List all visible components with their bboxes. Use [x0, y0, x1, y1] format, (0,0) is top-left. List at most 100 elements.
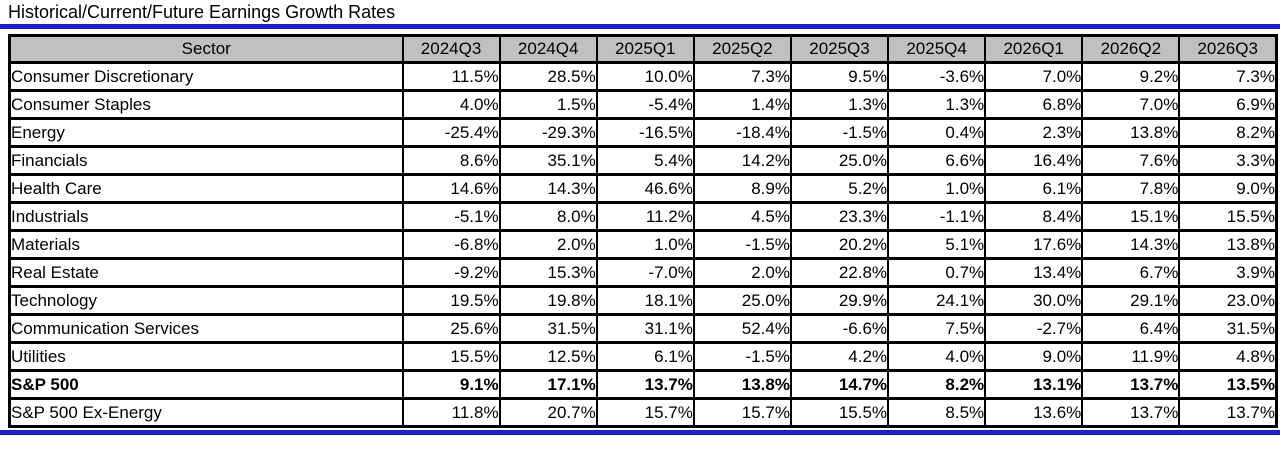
value-cell: 13.5%: [1178, 369, 1278, 400]
sector-cell: Health Care: [8, 173, 404, 204]
value-cell: 15.7%: [595, 397, 695, 428]
value-cell: 1.3%: [789, 89, 890, 120]
sector-cell: Real Estate: [8, 257, 404, 288]
table-row: Communication Services 25.6% 31.5% 31.1% 52.…: [8, 313, 1278, 344]
value-cell: 35.1%: [498, 145, 598, 176]
table-row: Financials 8.6% 35.1% 5.4% 14.2% 25.0% 6.6% 16.…: [8, 145, 1278, 176]
value-cell: -2.7%: [984, 313, 1084, 344]
sector-cell: S&P 500: [8, 369, 404, 400]
table-header: Sector 2024Q3 2024Q4 2025Q1 2025Q2 2025Q3 2025…: [8, 34, 1278, 64]
value-cell: 30.0%: [984, 285, 1084, 316]
column-header-2026q3: 2026Q3: [1178, 34, 1278, 64]
sector-cell: Consumer Staples: [8, 89, 404, 120]
value-cell: 24.1%: [887, 285, 987, 316]
value-cell: -16.5%: [595, 117, 695, 148]
sector-cell: Industrials: [8, 201, 404, 232]
value-cell: -3.6%: [887, 61, 987, 92]
value-cell: 9.1%: [401, 369, 501, 400]
value-cell: 13.7%: [1178, 397, 1278, 428]
table-row: Industrials -5.1% 8.0% 11.2% 4.5% 23.3% -1.1% 8…: [8, 201, 1278, 232]
value-cell: 15.5%: [1178, 201, 1278, 232]
value-cell: -9.2%: [401, 257, 501, 288]
table-row: Consumer Discretionary 11.5% 28.5% 10.0% 7.3…: [8, 61, 1278, 92]
value-cell: 16.4%: [984, 145, 1084, 176]
value-cell: 8.9%: [692, 173, 792, 204]
value-cell: -5.4%: [595, 89, 695, 120]
value-cell: 20.2%: [789, 229, 890, 260]
value-cell: 15.1%: [1081, 201, 1181, 232]
value-cell: 0.4%: [887, 117, 987, 148]
value-cell: 14.2%: [692, 145, 792, 176]
value-cell: 11.9%: [1081, 341, 1181, 372]
value-cell: 23.0%: [1178, 285, 1278, 316]
value-cell: 14.3%: [1081, 229, 1181, 260]
column-header-2025q1: 2025Q1: [595, 34, 695, 64]
value-cell: 8.2%: [887, 369, 987, 400]
value-cell: 6.8%: [984, 89, 1084, 120]
value-cell: -25.4%: [401, 117, 501, 148]
value-cell: 0.7%: [887, 257, 987, 288]
table-row: Consumer Staples 4.0% 1.5% -5.4% 1.4% 1.3% 1.3…: [8, 89, 1278, 120]
table-body: Consumer Discretionary 11.5% 28.5% 10.0% 7.3…: [8, 61, 1278, 428]
table-row: Materials -6.8% 2.0% 1.0% -1.5% 20.2% 5.1% 17.6…: [8, 229, 1278, 260]
value-cell: 31.5%: [1178, 313, 1278, 344]
value-cell: 13.8%: [692, 369, 792, 400]
value-cell: 15.5%: [401, 341, 501, 372]
value-cell: 13.1%: [984, 369, 1084, 400]
value-cell: 2.0%: [692, 257, 792, 288]
value-cell: 18.1%: [595, 285, 695, 316]
value-cell: 4.0%: [401, 89, 501, 120]
value-cell: 1.0%: [887, 173, 987, 204]
value-cell: -29.3%: [498, 117, 598, 148]
sector-cell: Financials: [8, 145, 404, 176]
value-cell: 25.6%: [401, 313, 501, 344]
value-cell: -7.0%: [595, 257, 695, 288]
value-cell: 23.3%: [789, 201, 890, 232]
value-cell: 7.6%: [1081, 145, 1181, 176]
value-cell: 9.0%: [1178, 173, 1278, 204]
value-cell: 6.9%: [1178, 89, 1278, 120]
value-cell: 52.4%: [692, 313, 792, 344]
value-cell: 13.7%: [1081, 369, 1181, 400]
value-cell: 7.3%: [692, 61, 792, 92]
value-cell: 4.2%: [789, 341, 890, 372]
value-cell: 3.3%: [1178, 145, 1278, 176]
value-cell: 13.7%: [595, 369, 695, 400]
value-cell: -5.1%: [401, 201, 501, 232]
value-cell: 6.4%: [1081, 313, 1181, 344]
value-cell: 19.5%: [401, 285, 501, 316]
value-cell: 14.6%: [401, 173, 501, 204]
value-cell: 15.5%: [789, 397, 890, 428]
value-cell: 15.7%: [692, 397, 792, 428]
value-cell: -1.5%: [692, 341, 792, 372]
table-row: S&P 500 Ex-Energy 11.8% 20.7% 15.7% 15.7% 15.…: [8, 397, 1278, 428]
value-cell: 1.5%: [498, 89, 598, 120]
sector-cell: Energy: [8, 117, 404, 148]
value-cell: 13.8%: [1178, 229, 1278, 260]
table-row: Energy -25.4% -29.3% -16.5% -18.4% -1.5% 0.4% 2…: [8, 117, 1278, 148]
value-cell: 1.3%: [887, 89, 987, 120]
value-cell: 6.1%: [984, 173, 1084, 204]
table-row: Health Care 14.6% 14.3% 46.6% 8.9% 5.2% 1.0% 6.…: [8, 173, 1278, 204]
value-cell: 20.7%: [498, 397, 598, 428]
earnings-growth-table: Sector 2024Q3 2024Q4 2025Q1 2025Q2 2025Q3 2025…: [8, 34, 1278, 428]
value-cell: 19.8%: [498, 285, 598, 316]
value-cell: 31.1%: [595, 313, 695, 344]
value-cell: 28.5%: [498, 61, 598, 92]
column-header-2025q2: 2025Q2: [692, 34, 792, 64]
value-cell: 13.8%: [1081, 117, 1181, 148]
sector-cell: Consumer Discretionary: [8, 61, 404, 92]
value-cell: 29.9%: [789, 285, 890, 316]
value-cell: -6.6%: [789, 313, 890, 344]
value-cell: 11.2%: [595, 201, 695, 232]
value-cell: 6.7%: [1081, 257, 1181, 288]
value-cell: 6.1%: [595, 341, 695, 372]
value-cell: 7.8%: [1081, 173, 1181, 204]
sector-cell: Utilities: [8, 341, 404, 372]
sector-cell: Technology: [8, 285, 404, 316]
column-header-2025q3: 2025Q3: [789, 34, 890, 64]
table-row: Real Estate -9.2% 15.3% -7.0% 2.0% 22.8% 0.7% 1…: [8, 257, 1278, 288]
sector-cell: Materials: [8, 229, 404, 260]
value-cell: 9.5%: [789, 61, 890, 92]
